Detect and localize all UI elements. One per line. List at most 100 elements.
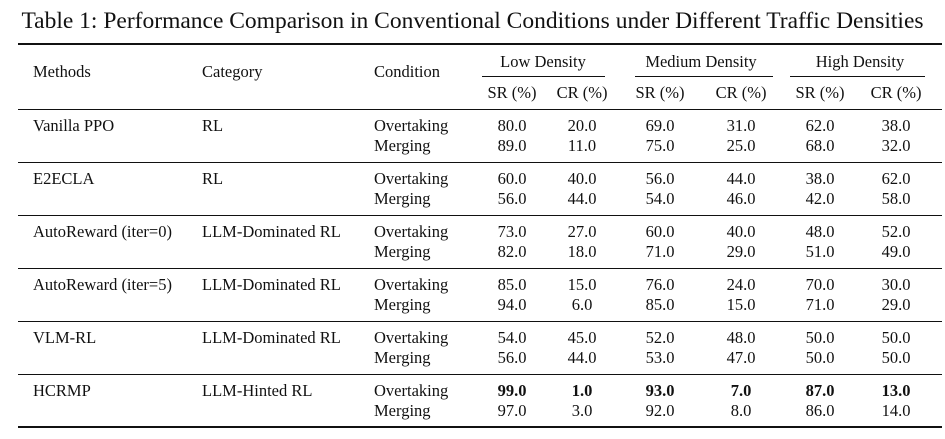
table-rule [18,162,942,163]
table-rule [18,215,942,216]
metric-value: 44.0 [726,169,756,188]
metric-value: 70.0 [805,275,835,294]
metric-value: 56.0 [645,169,675,188]
method-category: LLM-Dominated RL [202,275,341,294]
table-caption: Table 1: Performance Comparison in Conve… [21,8,924,34]
condition-name: Overtaking [374,116,449,135]
header-metric: SR (%) [487,83,537,102]
method-name: E2ECLA [33,169,95,188]
condition-name: Merging [374,189,431,208]
table-rule [18,321,942,322]
condition-name: Merging [374,401,431,420]
condition-name: Merging [374,242,431,261]
method-category: RL [202,169,224,188]
density-underline [635,76,773,77]
metric-value: 94.0 [497,295,527,314]
metric-value: 80.0 [497,116,527,135]
method-name: VLM-RL [33,328,97,347]
metric-value: 40.0 [726,222,756,241]
header-condition: Condition [374,62,441,81]
metric-value: 85.0 [497,275,527,294]
metric-value: 48.0 [726,328,756,347]
metric-value: 53.0 [645,348,675,367]
metric-value: 30.0 [881,275,911,294]
metric-value: 13.0 [881,381,911,400]
condition-name: Overtaking [374,328,449,347]
header-category: Category [202,62,263,81]
table-rule [18,43,942,45]
method-name: AutoReward (iter=5) [33,275,172,294]
metric-value: 97.0 [497,401,527,420]
metric-value: 93.0 [645,381,675,400]
metric-value: 76.0 [645,275,675,294]
metric-value: 6.0 [571,295,593,314]
condition-name: Overtaking [374,222,449,241]
metric-value: 8.0 [730,401,752,420]
metric-value: 31.0 [726,116,756,135]
header-density: Medium Density [645,52,757,71]
metric-value: 27.0 [567,222,597,241]
condition-name: Overtaking [374,275,449,294]
header-metric: CR (%) [715,83,767,102]
table-rule [18,374,942,375]
condition-name: Overtaking [374,381,449,400]
metric-value: 46.0 [726,189,756,208]
metric-value: 29.0 [881,295,911,314]
header-metric: CR (%) [556,83,608,102]
metric-value: 50.0 [881,328,911,347]
metric-value: 87.0 [805,381,835,400]
metric-value: 15.0 [567,275,597,294]
metric-value: 49.0 [881,242,911,261]
metric-value: 86.0 [805,401,835,420]
metric-value: 44.0 [567,348,597,367]
metric-value: 62.0 [805,116,835,135]
metric-value: 38.0 [881,116,911,135]
metric-value: 44.0 [567,189,597,208]
metric-value: 48.0 [805,222,835,241]
metric-value: 56.0 [497,348,527,367]
header-metric: CR (%) [870,83,922,102]
metric-value: 54.0 [497,328,527,347]
metric-value: 56.0 [497,189,527,208]
table-rule [18,268,942,269]
method-name: AutoReward (iter=0) [33,222,172,241]
metric-value: 50.0 [881,348,911,367]
method-category: LLM-Dominated RL [202,328,341,347]
condition-name: Merging [374,295,431,314]
header-density: High Density [815,52,905,71]
metric-value: 54.0 [645,189,675,208]
header-metric: SR (%) [795,83,845,102]
method-category: LLM-Dominated RL [202,222,341,241]
metric-value: 60.0 [645,222,675,241]
density-underline [790,76,925,77]
metric-value: 50.0 [805,328,835,347]
metric-value: 50.0 [805,348,835,367]
metric-value: 99.0 [497,381,527,400]
metric-value: 45.0 [567,328,597,347]
metric-value: 3.0 [571,401,593,420]
condition-name: Merging [374,136,431,155]
metric-value: 42.0 [805,189,835,208]
metric-value: 7.0 [730,381,752,400]
method-name: Vanilla PPO [33,116,115,135]
metric-value: 29.0 [726,242,756,261]
header-methods: Methods [33,62,91,81]
metric-value: 25.0 [726,136,756,155]
metric-value: 82.0 [497,242,527,261]
metric-value: 47.0 [726,348,756,367]
metric-value: 52.0 [645,328,675,347]
metric-value: 52.0 [881,222,911,241]
metric-value: 71.0 [805,295,835,314]
metric-value: 89.0 [497,136,527,155]
metric-value: 71.0 [645,242,675,261]
table-rule [18,109,942,110]
metric-value: 24.0 [726,275,756,294]
condition-name: Merging [374,348,431,367]
metric-value: 69.0 [645,116,675,135]
metric-value: 73.0 [497,222,527,241]
condition-name: Overtaking [374,169,449,188]
table-rule [18,426,942,428]
metric-value: 40.0 [567,169,597,188]
header-density: Low Density [500,52,586,71]
metric-value: 15.0 [726,295,756,314]
